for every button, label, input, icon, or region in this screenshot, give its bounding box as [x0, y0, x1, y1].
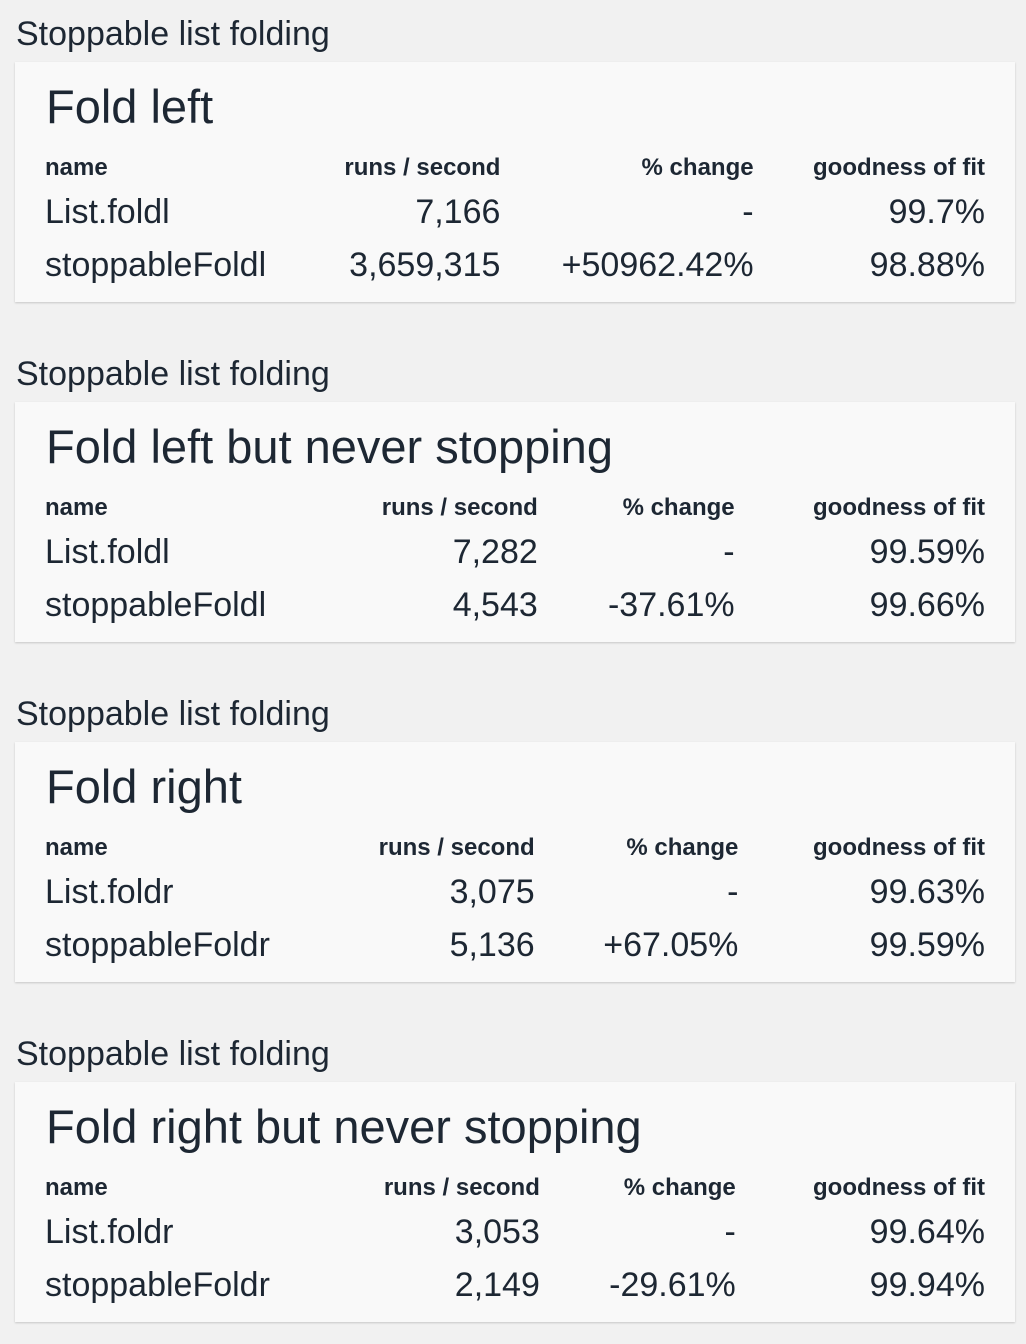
- cell-percent-change: -: [723, 533, 735, 571]
- benchmark-card: Fold left but never stopping name runs /…: [15, 402, 1015, 642]
- cell-goodness-of-fit: 99.64%: [869, 1213, 985, 1251]
- table-row: List.foldl 7,282 - 99.59%: [45, 526, 985, 579]
- header-percent-change: % change: [623, 1174, 736, 1201]
- cell-goodness-of-fit: 99.59%: [869, 926, 985, 964]
- results-table: name runs / second % change goodness of …: [45, 830, 985, 972]
- header-runs-per-second: runs / second: [344, 154, 501, 181]
- cell-goodness-of-fit: 99.7%: [888, 193, 985, 231]
- cell-runs-per-second: 3,053: [454, 1213, 540, 1251]
- table-row: List.foldl 7,166 - 99.7%: [45, 186, 985, 239]
- header-goodness-of-fit: goodness of fit: [813, 154, 985, 181]
- cell-percent-change: -37.61%: [607, 586, 735, 624]
- table-header-row: name runs / second % change goodness of …: [45, 150, 985, 186]
- cell-name: stoppableFoldr: [45, 926, 270, 964]
- group-label: Stoppable list folding: [16, 15, 330, 53]
- cell-percent-change: -29.61%: [609, 1266, 736, 1304]
- benchmark-card: Fold left name runs / second % change go…: [15, 62, 1015, 302]
- results-table: name runs / second % change goodness of …: [45, 150, 985, 292]
- cell-percent-change: -: [724, 1213, 736, 1251]
- cell-runs-per-second: 3,075: [449, 873, 535, 911]
- cell-runs-per-second: 7,166: [415, 193, 501, 231]
- table-row: List.foldr 3,075 - 99.63%: [45, 866, 985, 919]
- cell-runs-per-second: 2,149: [454, 1266, 540, 1304]
- header-goodness-of-fit: goodness of fit: [813, 834, 985, 861]
- cell-goodness-of-fit: 99.66%: [869, 586, 985, 624]
- cell-goodness-of-fit: 98.88%: [869, 246, 985, 284]
- results-table: name runs / second % change goodness of …: [45, 490, 985, 632]
- benchmark-card: Fold right but never stopping name runs …: [15, 1082, 1015, 1322]
- group-label: Stoppable list folding: [16, 355, 330, 393]
- cell-percent-change: +50962.42%: [561, 246, 754, 284]
- results-table: name runs / second % change goodness of …: [45, 1170, 985, 1312]
- header-percent-change: % change: [626, 834, 739, 861]
- header-name: name: [45, 154, 108, 181]
- benchmark-title: Fold right: [46, 760, 242, 813]
- table-row: stoppableFoldl 3,659,315 +50962.42% 98.8…: [45, 239, 985, 292]
- cell-name: List.foldr: [45, 873, 174, 911]
- benchmark-title: Fold left: [46, 80, 214, 133]
- cell-percent-change: -: [727, 873, 739, 911]
- table-header-row: name runs / second % change goodness of …: [45, 1170, 985, 1206]
- cell-name: stoppableFoldl: [45, 586, 267, 624]
- benchmark-card: Fold right name runs / second % change g…: [15, 742, 1015, 982]
- benchmark-title: Fold right but never stopping: [46, 1100, 642, 1153]
- cell-goodness-of-fit: 99.63%: [869, 873, 985, 911]
- header-percent-change: % change: [622, 494, 735, 521]
- table-row: stoppableFoldr 2,149 -29.61% 99.94%: [45, 1259, 985, 1312]
- header-percent-change: % change: [641, 154, 754, 181]
- cell-name: List.foldl: [45, 533, 170, 571]
- group-label: Stoppable list folding: [16, 695, 330, 733]
- group-label: Stoppable list folding: [16, 1035, 330, 1073]
- cell-name: List.foldr: [45, 1213, 174, 1251]
- header-name: name: [45, 494, 108, 521]
- cell-percent-change: +67.05%: [603, 926, 739, 964]
- cell-runs-per-second: 7,282: [452, 533, 538, 571]
- cell-name: stoppableFoldr: [45, 1266, 270, 1304]
- header-runs-per-second: runs / second: [381, 494, 538, 521]
- header-runs-per-second: runs / second: [378, 834, 535, 861]
- table-row: stoppableFoldr 5,136 +67.05% 99.59%: [45, 919, 985, 972]
- cell-goodness-of-fit: 99.59%: [869, 533, 985, 571]
- header-runs-per-second: runs / second: [383, 1174, 540, 1201]
- cell-name: List.foldl: [45, 193, 170, 231]
- cell-runs-per-second: 3,659,315: [349, 246, 501, 284]
- cell-percent-change: -: [742, 193, 754, 231]
- header-name: name: [45, 834, 108, 861]
- benchmark-title: Fold left but never stopping: [46, 420, 613, 473]
- table-header-row: name runs / second % change goodness of …: [45, 490, 985, 526]
- table-header-row: name runs / second % change goodness of …: [45, 830, 985, 866]
- header-goodness-of-fit: goodness of fit: [813, 494, 985, 521]
- header-goodness-of-fit: goodness of fit: [813, 1174, 985, 1201]
- cell-runs-per-second: 4,543: [452, 586, 538, 624]
- table-row: stoppableFoldl 4,543 -37.61% 99.66%: [45, 579, 985, 632]
- header-name: name: [45, 1174, 108, 1201]
- cell-name: stoppableFoldl: [45, 246, 267, 284]
- table-row: List.foldr 3,053 - 99.64%: [45, 1206, 985, 1259]
- cell-runs-per-second: 5,136: [449, 926, 535, 964]
- cell-goodness-of-fit: 99.94%: [869, 1266, 985, 1304]
